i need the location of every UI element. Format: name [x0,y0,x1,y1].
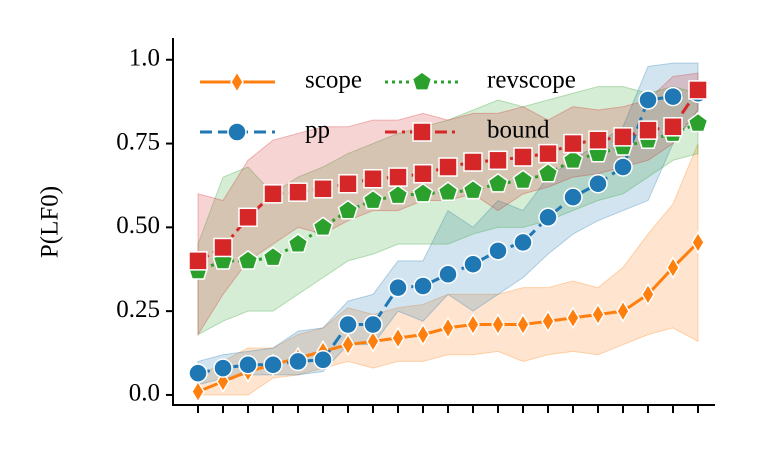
legend-marker [230,70,244,94]
data-point [563,133,583,154]
data-point [588,130,608,150]
data-point [362,189,384,210]
y-tick-label: 0.50 [116,212,160,239]
data-point [191,380,205,404]
data-point [613,127,633,147]
data-point [438,157,458,177]
data-point [313,350,333,370]
data-point [213,358,233,378]
data-point [538,207,558,228]
y-axis-label: P(LF0) [37,186,64,258]
data-point [337,199,359,220]
data-point [487,172,509,193]
legend-marker [412,122,432,142]
data-point [663,86,683,107]
data-point [287,233,309,253]
data-point [562,149,584,170]
data-point [566,306,580,330]
y-tick-label: 0.0 [129,380,160,407]
data-point [341,333,355,357]
data-point [541,309,555,333]
data-point [488,241,508,261]
data-point [188,363,208,383]
data-point [313,179,333,199]
data-point [488,150,508,171]
data-point [641,282,655,306]
data-point [338,174,358,194]
data-point [288,351,308,372]
data-point [491,313,505,337]
data-point [388,167,408,187]
legend-marker [227,122,247,142]
data-point [312,216,334,237]
data-point [513,232,533,253]
data-point [591,303,605,326]
data-point [338,314,358,335]
y-tick-label: 0.75 [116,128,160,155]
data-point [613,157,633,177]
data-point [391,326,405,350]
data-point [366,329,380,353]
confidence-band [197,143,699,396]
data-point [388,277,408,298]
data-point [237,249,259,270]
data-point [416,323,430,347]
data-point [666,256,680,280]
data-point [412,182,434,203]
data-point [538,143,558,164]
data-point [616,299,630,323]
legend-label: bound [487,117,550,144]
data-point [437,181,459,201]
data-point [238,355,258,375]
data-point [516,313,530,337]
legend-label: pp [305,117,330,144]
data-point [512,169,534,190]
data-point [687,112,709,133]
data-point [363,169,383,189]
data-point [588,174,608,194]
data-point [288,182,308,202]
y-tick-label: 1.0 [129,44,160,71]
data-point [387,184,409,205]
data-point [688,80,708,100]
legend-marker [411,71,433,91]
data-point [513,147,533,167]
data-point [413,163,433,184]
data-point [262,246,284,267]
y-tick-label: 0.25 [116,296,160,323]
legend-label: scope [305,67,362,94]
data-point [188,251,208,271]
data-point [213,237,233,258]
data-point [638,120,658,140]
data-point [363,314,383,335]
data-point [263,355,283,375]
data-point [413,276,433,296]
legend-label: revscope [487,67,576,94]
data-point [462,179,484,200]
data-point [463,152,483,172]
data-point [663,117,683,137]
data-point [638,90,658,110]
data-point [438,264,458,285]
data-point [238,207,258,228]
data-point [563,187,583,207]
data-point [691,230,705,254]
data-point [466,313,480,337]
data-point [537,162,559,183]
data-point [463,254,483,274]
data-point [441,316,455,340]
data-point [263,184,283,204]
